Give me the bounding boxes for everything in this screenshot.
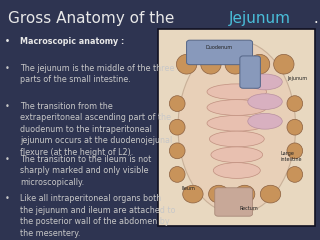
Text: Jejunum: Jejunum [229, 11, 291, 26]
FancyBboxPatch shape [158, 29, 315, 226]
Ellipse shape [169, 167, 185, 182]
Ellipse shape [209, 131, 264, 147]
Ellipse shape [260, 185, 281, 203]
Ellipse shape [169, 143, 185, 159]
Text: Jejunum: Jejunum [287, 76, 307, 81]
Text: Duodenum: Duodenum [205, 45, 233, 49]
Ellipse shape [169, 119, 185, 135]
Text: •: • [5, 64, 10, 72]
Text: The transition from the
extraperitoneal ascending part of the
duodenum to the in: The transition from the extraperitoneal … [20, 102, 172, 157]
Ellipse shape [287, 96, 303, 111]
Text: Macroscopic anatomy :: Macroscopic anatomy : [20, 37, 124, 46]
Ellipse shape [207, 84, 267, 100]
Ellipse shape [235, 185, 255, 203]
FancyBboxPatch shape [215, 188, 252, 216]
Ellipse shape [249, 54, 270, 74]
Text: •: • [5, 155, 10, 164]
Text: •: • [5, 102, 10, 111]
Ellipse shape [169, 96, 185, 111]
Text: The transition to the ileum is not
sharply marked and only visible
microscopical: The transition to the ileum is not sharp… [20, 155, 151, 187]
Ellipse shape [248, 74, 282, 90]
Ellipse shape [287, 143, 303, 159]
Ellipse shape [201, 54, 221, 74]
Ellipse shape [225, 54, 245, 74]
Text: Large
intestine: Large intestine [281, 151, 302, 162]
Ellipse shape [287, 167, 303, 182]
Ellipse shape [183, 185, 203, 203]
Ellipse shape [287, 119, 303, 135]
Text: Rectum: Rectum [240, 206, 259, 211]
Text: Like all intraperitoneal organs both
the jejunum and ileum are attached to
the p: Like all intraperitoneal organs both the… [20, 194, 175, 238]
Text: .: . [309, 11, 319, 26]
Text: •: • [5, 194, 10, 204]
FancyBboxPatch shape [187, 40, 252, 65]
Text: •: • [5, 37, 10, 46]
Text: Ileum: Ileum [182, 186, 196, 191]
Ellipse shape [248, 94, 282, 109]
Ellipse shape [248, 114, 282, 129]
Ellipse shape [207, 115, 267, 131]
Text: The jejunum is the middle of the three
parts of the small intestine.: The jejunum is the middle of the three p… [20, 64, 174, 84]
FancyBboxPatch shape [240, 56, 260, 88]
Ellipse shape [207, 100, 267, 115]
Text: Gross Anatomy of the: Gross Anatomy of the [8, 11, 179, 26]
Ellipse shape [274, 54, 294, 74]
Ellipse shape [213, 163, 260, 178]
Ellipse shape [176, 54, 197, 74]
Ellipse shape [209, 185, 229, 203]
Ellipse shape [211, 147, 263, 163]
Ellipse shape [178, 41, 296, 214]
